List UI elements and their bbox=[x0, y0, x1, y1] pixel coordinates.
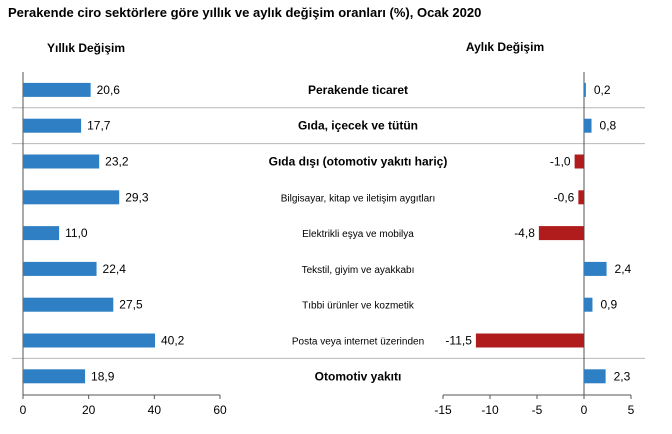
right-x-tick-label-1: -10 bbox=[481, 403, 499, 417]
yearly-bar-8 bbox=[23, 369, 86, 384]
monthly-bar-7 bbox=[475, 333, 584, 348]
left-series-title: Yıllık Değişim bbox=[47, 41, 125, 55]
right-x-tick-label-2: -5 bbox=[532, 403, 543, 417]
category-label-3: Bilgisayar, kitap ve iletişim aygıtları bbox=[281, 193, 436, 204]
monthly-bar-2 bbox=[574, 154, 584, 169]
right-series-title: Aylık Değişim bbox=[466, 40, 544, 54]
monthly-bar-1 bbox=[584, 118, 592, 133]
right-x-tick-label-3: 0 bbox=[581, 403, 588, 417]
left-x-tick-label-0: 0 bbox=[20, 403, 27, 417]
yearly-value-label-5: 22,4 bbox=[103, 262, 127, 276]
yearly-bar-0 bbox=[23, 82, 91, 97]
left-x-tick-label-2: 40 bbox=[148, 403, 162, 417]
monthly-value-label-7: -11,5 bbox=[445, 334, 472, 348]
monthly-value-label-0: 0,2 bbox=[594, 83, 611, 97]
monthly-value-label-5: 2,4 bbox=[615, 262, 632, 276]
monthly-value-label-2: -1,0 bbox=[550, 155, 571, 169]
monthly-bar-3 bbox=[578, 190, 584, 205]
yearly-bar-6 bbox=[23, 297, 114, 312]
monthly-bar-5 bbox=[584, 261, 607, 276]
yearly-bar-7 bbox=[23, 333, 155, 348]
yearly-value-label-3: 29,3 bbox=[125, 190, 149, 204]
yearly-bar-2 bbox=[23, 154, 100, 169]
yearly-value-label-1: 17,7 bbox=[87, 119, 111, 133]
category-label-7: Posta veya internet üzerinden bbox=[292, 337, 424, 348]
monthly-bar-6 bbox=[584, 297, 593, 312]
monthly-value-label-8: 2,3 bbox=[614, 369, 631, 383]
category-label-1: Gıda, içecek ve tütün bbox=[298, 119, 418, 133]
left-x-tick-label-1: 20 bbox=[82, 403, 96, 417]
monthly-value-label-1: 0,8 bbox=[600, 119, 617, 133]
right-x-tick-label-4: 5 bbox=[628, 403, 635, 417]
yearly-value-label-6: 27,5 bbox=[119, 298, 143, 312]
chart-title: Perakende ciro sektörlere göre yıllık ve… bbox=[8, 5, 482, 20]
yearly-bar-5 bbox=[23, 261, 97, 276]
yearly-value-label-7: 40,2 bbox=[161, 334, 185, 348]
yearly-bar-3 bbox=[23, 190, 120, 205]
yearly-value-label-8: 18,9 bbox=[91, 369, 115, 383]
monthly-value-label-4: -4,8 bbox=[514, 226, 535, 240]
category-label-2: Gıda dışı (otomotiv yakıtı hariç) bbox=[269, 155, 448, 169]
yearly-bar-4 bbox=[23, 226, 60, 241]
yearly-value-label-4: 11,0 bbox=[65, 226, 88, 240]
right-x-tick-label-0: -15 bbox=[434, 403, 452, 417]
yearly-value-label-2: 23,2 bbox=[105, 155, 129, 169]
yearly-value-label-0: 20,6 bbox=[97, 83, 121, 97]
monthly-value-label-6: 0,9 bbox=[600, 298, 617, 312]
monthly-bar-4 bbox=[538, 226, 584, 241]
monthly-bar-0 bbox=[584, 82, 586, 97]
yearly-bar-1 bbox=[23, 118, 82, 133]
category-label-8: Otomotiv yakıtı bbox=[315, 369, 402, 383]
category-label-6: Tıbbi ürünler ve kozmetik bbox=[302, 301, 415, 312]
category-label-5: Tekstil, giyim ve ayakkabı bbox=[302, 265, 415, 276]
monthly-bar-8 bbox=[584, 369, 606, 384]
left-x-tick-label-3: 60 bbox=[213, 403, 227, 417]
monthly-value-label-3: -0,6 bbox=[554, 190, 575, 204]
category-label-4: Elektrikli eşya ve mobilya bbox=[302, 229, 414, 240]
category-label-0: Perakende ticaret bbox=[308, 83, 408, 97]
